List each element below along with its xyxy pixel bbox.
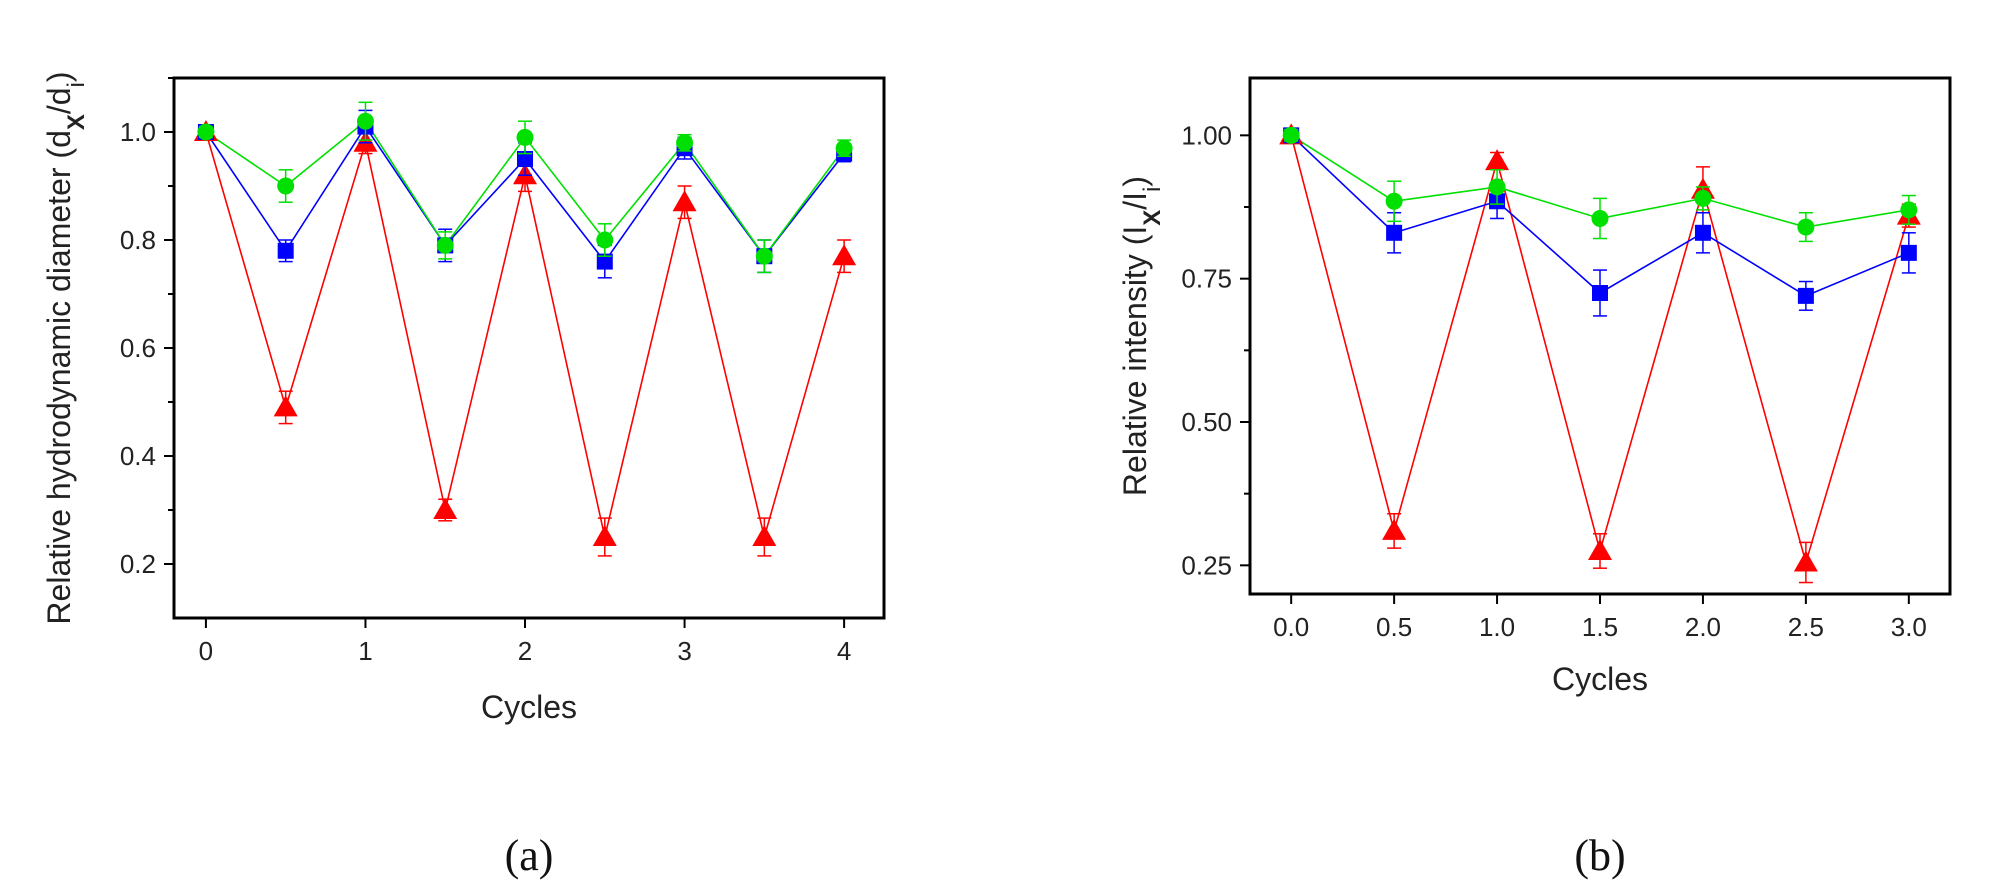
data-point-circle [1694,189,1712,207]
y-tick-label: 0.2 [120,549,156,579]
y-axis-title-part: /d [41,87,77,114]
y-tick-label: 0.6 [120,333,156,363]
x-tick-label: 1.0 [1479,612,1515,642]
y-tick-label: 1.0 [120,117,156,147]
data-point-circle [755,247,773,265]
y-tick-label: 1.00 [1181,120,1232,150]
data-point-circle [516,128,534,146]
series-line [205,131,845,541]
y-axis-title-part: /I [1117,192,1153,210]
x-tick-label: 2 [518,636,532,666]
data-point-square [517,151,534,167]
y-tick-label: 0.8 [120,225,156,255]
x-tick-label: 2.0 [1685,612,1721,642]
data-point-square [1797,287,1814,304]
x-tick-label: 0.5 [1376,612,1412,642]
plot-frame [1248,76,1952,596]
x-tick-label: 1 [358,636,372,666]
data-point-triangle [1382,518,1407,540]
data-point-square [277,242,294,259]
y-axis-title: Relative hydrodynamic diameter (dX/di) [41,71,90,624]
data-point-circle [436,236,454,254]
data-point-circle [835,139,853,157]
data-point-square [1694,224,1711,241]
data-point-triangle [1588,539,1612,560]
y-axis-title-subscript: X [63,114,90,130]
data-point-square [1592,285,1608,301]
chart-a: 0 1 2 3 4 0.2 0.4 0.6 0.8 1.0 Cycles Relative hydro… [41,71,886,880]
data-point-triangle [273,395,298,417]
y-tick-label: 0.50 [1181,407,1232,437]
y-axis-title-part: Relative intensity (I [1117,226,1153,496]
data-point-triangle [672,190,697,212]
x-tick-label: 0.0 [1273,612,1309,642]
data-point-circle [1385,192,1403,210]
data-point-square [1900,244,1917,261]
y-axis-title: Relative intensity (IX/Ii) [1117,176,1166,496]
data-point-circle [277,177,295,195]
y-axis-title-subscript: i [1139,187,1166,192]
data-point-circle [1900,201,1918,219]
y-tick-label: 0.75 [1181,264,1232,294]
data-point-square [596,253,613,270]
data-point-triangle [1793,550,1818,572]
data-point-circle [1591,209,1609,227]
y-tick-label: 0.25 [1181,550,1232,580]
y-axis-title-part: ) [1117,176,1153,187]
panel-caption: (a) [505,831,554,880]
data-point-triangle [832,244,857,266]
y-axis-title-subscript: X [1139,210,1166,226]
y-axis-title-part: Relative hydrodynamic diameter (d [41,130,77,624]
data-point-circle [197,123,215,141]
x-tick-label: 1.5 [1582,612,1618,642]
x-tick-label: 3.0 [1891,612,1927,642]
data-point-triangle [1485,149,1510,171]
data-point-circle [1488,178,1506,196]
y-tick-label: 0.4 [120,441,156,471]
data-point-circle [356,112,374,130]
data-point-circle [676,134,694,152]
x-tick-label: 4 [837,636,851,666]
x-tick-label: 3 [677,636,691,666]
panel-caption: (b) [1574,831,1625,880]
data-point-triangle [592,525,617,546]
x-axis-title: Cycles [1552,661,1648,697]
y-axis-title-subscript: i [63,82,90,87]
data-point-triangle [752,525,777,546]
data-point-circle [1797,218,1815,236]
x-tick-label: 0 [199,636,213,666]
x-tick-label: 2.5 [1788,612,1824,642]
data-point-square [1386,224,1403,241]
chart-b: 0.0 0.5 1.0 1.5 2.0 2.5 3.0 0.25 0.50 0.75 1.00 Cyc… [1117,76,1952,880]
data-point-circle [1282,126,1300,144]
data-point-triangle [433,498,458,519]
data-point-circle [596,231,614,249]
y-axis-title-part: ) [41,71,77,82]
x-axis-title: Cycles [481,689,577,725]
